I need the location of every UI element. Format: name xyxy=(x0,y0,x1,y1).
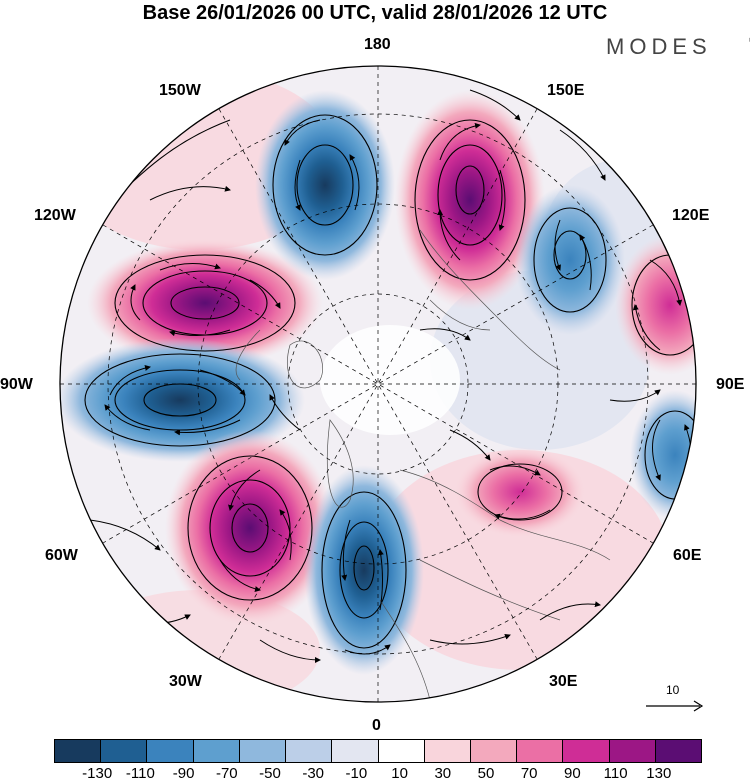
lon-label-120e: 120E xyxy=(672,207,710,224)
colorbar-segment xyxy=(193,740,240,762)
anomaly-negative-170w xyxy=(255,90,395,280)
colorbar-tick-label: 70 xyxy=(520,765,538,782)
colorbar-segment xyxy=(609,740,656,762)
colorbar-tick-label: -30 xyxy=(302,765,325,782)
lon-label-0: 0 xyxy=(372,717,381,734)
lon-label-30e: 30E xyxy=(549,673,578,690)
colorbar-tick-label: 30 xyxy=(434,765,452,782)
colorbar-segment xyxy=(55,740,102,762)
anomaly-positive-120w xyxy=(87,239,323,367)
reference-vector-label: 10 xyxy=(666,683,680,697)
colorbar-tick-label: 10 xyxy=(391,765,408,782)
lon-label-180: 180 xyxy=(364,36,391,53)
colorbar-segment xyxy=(517,740,564,762)
colorbar-segment xyxy=(655,740,702,762)
colorbar-segment xyxy=(378,740,425,762)
colorbar-tick-label: -130 xyxy=(82,765,113,782)
colorbar-tick-label: -90 xyxy=(172,765,195,782)
colorbar-segment xyxy=(286,740,333,762)
lon-label-150w: 150W xyxy=(159,82,201,99)
anomaly-positive-60e xyxy=(455,447,585,537)
colorbar-tick-label: 90 xyxy=(564,765,581,782)
reference-vector-arrow xyxy=(646,700,704,712)
colorbar-tick-label: -50 xyxy=(259,765,281,782)
colorbar-tick-label: 50 xyxy=(477,765,495,782)
anomaly-negative-15w xyxy=(304,465,424,675)
colorbar-segment xyxy=(101,740,148,762)
anomaly-positive-60w xyxy=(165,430,335,626)
colorbar xyxy=(54,739,702,763)
polar-map xyxy=(59,65,697,703)
lon-label-120w: 120W xyxy=(34,207,76,224)
colorbar-segment xyxy=(239,740,287,762)
anomaly-negative-100e xyxy=(630,390,696,520)
lon-label-90e: 90E xyxy=(716,376,745,393)
lon-label-90w: 90W xyxy=(0,376,33,393)
lon-label-60w: 60W xyxy=(45,547,78,564)
colorbar-tick-label: 130 xyxy=(646,765,672,782)
colorbar-segment xyxy=(147,740,194,762)
lon-label-150e: 150E xyxy=(547,82,585,99)
anomaly-positive-160e xyxy=(395,90,545,310)
brand-logo: MODES xyxy=(606,34,712,59)
colorbar-segment xyxy=(563,740,610,762)
lon-label-30w: 30W xyxy=(169,673,202,690)
colorbar-tick-label: -70 xyxy=(215,765,238,782)
anomaly-negative-130e xyxy=(515,185,625,335)
colorbar-segment xyxy=(332,740,379,762)
colorbar-segment xyxy=(470,740,518,762)
chart-title: Base 26/01/2026 00 UTC, valid 28/01/2026… xyxy=(142,2,608,24)
colorbar-labels: -130 -110 -90 -70 -50 -30 -10 10 30 50 70 90 110 130 xyxy=(54,765,702,783)
colorbar-tick-label: -10 xyxy=(345,765,368,782)
colorbar-tick-label: 110 xyxy=(603,765,628,782)
colorbar-segment xyxy=(424,740,471,762)
lon-label-60e: 60E xyxy=(673,547,702,564)
colorbar-tick-label: -110 xyxy=(125,765,155,782)
